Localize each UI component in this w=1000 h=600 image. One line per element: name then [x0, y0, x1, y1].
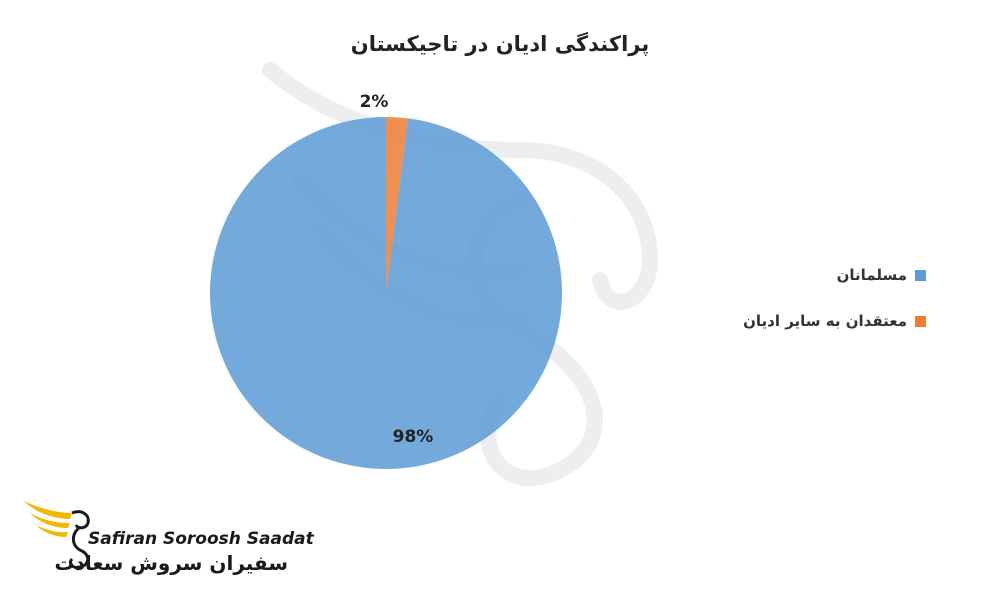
pie-slice-muslims [210, 117, 563, 469]
brand-logo: Safiran Soroosh Saadat سفیران سروش سعادت [20, 495, 314, 585]
data-label-muslims: 98% [393, 427, 434, 447]
legend-swatch-other-religions [915, 315, 926, 327]
legend: مسلمانان معتقدان به سایر ادیان [716, 262, 926, 354]
legend-label-muslims: مسلمانان [836, 266, 907, 284]
pie-slice-other-religions [386, 117, 409, 293]
logo-name-en: Safiran Soroosh Saadat [88, 529, 314, 549]
data-label-other-religions: 2% [360, 92, 389, 112]
legend-swatch-muslims [915, 269, 926, 281]
wing-logo-icon [24, 501, 90, 569]
logo-name-fa: سفیران سروش سعادت [54, 551, 289, 575]
legend-item-muslims: مسلمانان [716, 262, 926, 288]
legend-label-other-religions: معتقدان به سایر ادیان [743, 312, 907, 330]
legend-item-other-religions: معتقدان به سایر ادیان [716, 308, 926, 334]
chart-title: پراکندگی ادیان در تاجیکستان [350, 32, 650, 56]
